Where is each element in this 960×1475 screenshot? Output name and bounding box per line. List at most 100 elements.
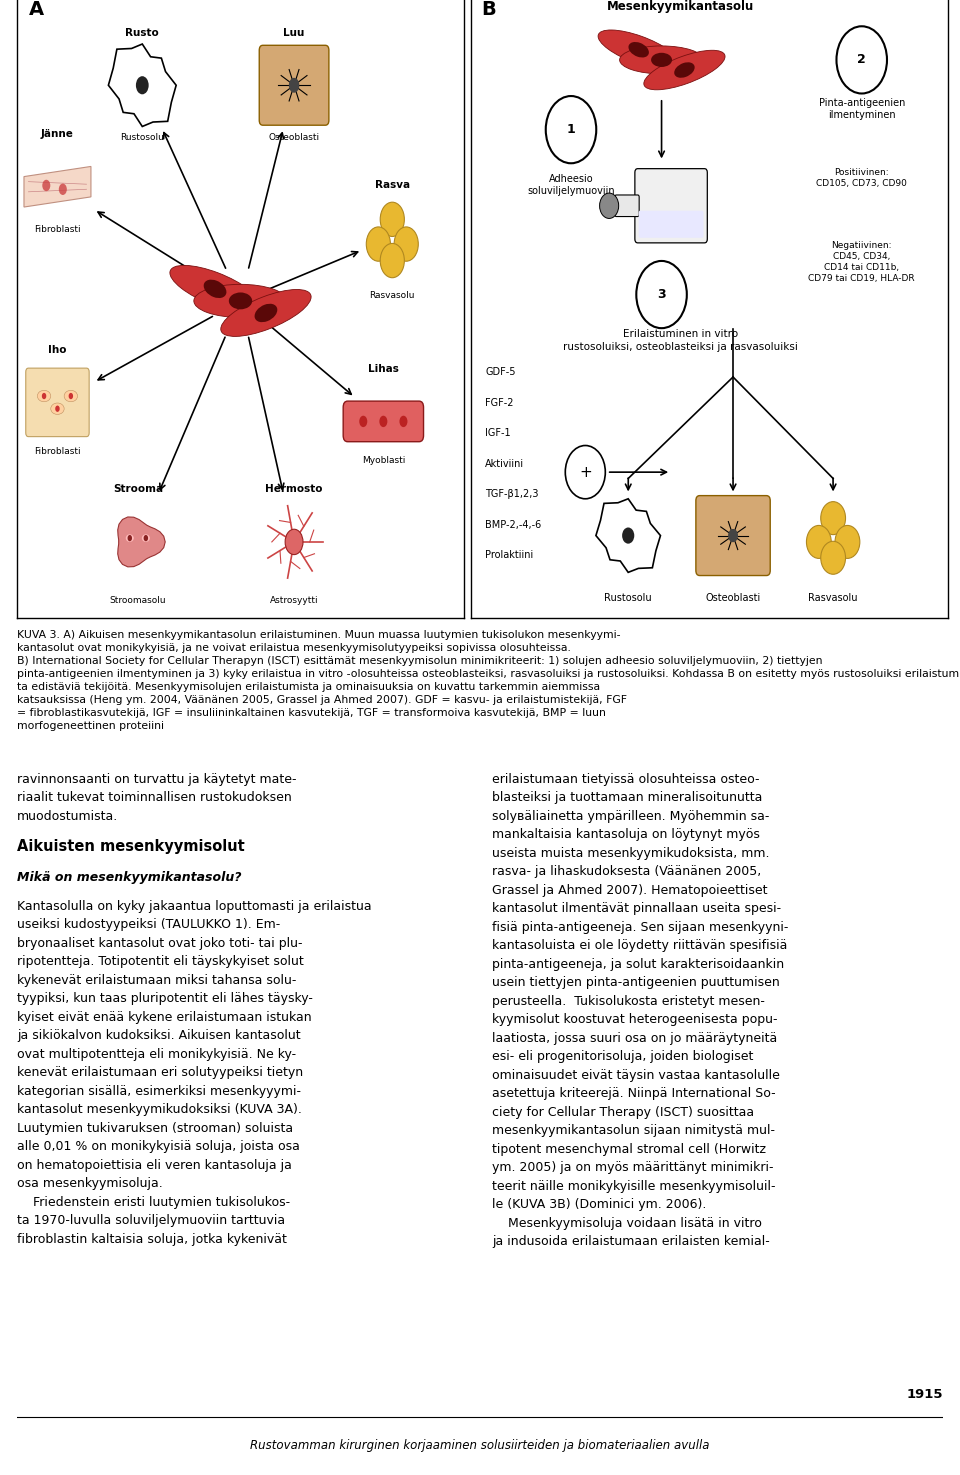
Text: Rasvasolu: Rasvasolu — [370, 292, 415, 301]
Circle shape — [136, 77, 149, 94]
Polygon shape — [596, 499, 660, 572]
Text: Erilaistuminen in vitro
rustosoluiksi, osteoblasteiksi ja rasvasoluiksi: Erilaistuminen in vitro rustosoluiksi, o… — [564, 329, 798, 353]
Text: Adheesio
soluviljelymuoviin: Adheesio soluviljelymuoviin — [527, 174, 614, 196]
Text: Mikä on mesenkyymikantasolu?: Mikä on mesenkyymikantasolu? — [17, 872, 242, 884]
Circle shape — [285, 530, 303, 555]
Text: A: A — [29, 0, 43, 19]
Ellipse shape — [228, 292, 252, 310]
Circle shape — [728, 530, 738, 543]
Ellipse shape — [629, 41, 649, 58]
Circle shape — [367, 227, 391, 261]
Text: Rusto: Rusto — [126, 28, 159, 38]
Text: Rustosolu: Rustosolu — [605, 593, 652, 603]
Circle shape — [68, 392, 73, 400]
Polygon shape — [24, 167, 91, 207]
Ellipse shape — [221, 289, 311, 336]
Text: Pinta-antigeenien
ilmentyminen: Pinta-antigeenien ilmentyminen — [819, 97, 905, 121]
Ellipse shape — [64, 391, 78, 401]
Ellipse shape — [194, 285, 287, 317]
FancyBboxPatch shape — [259, 46, 329, 125]
Circle shape — [821, 502, 846, 534]
Circle shape — [399, 416, 407, 428]
FancyBboxPatch shape — [614, 195, 639, 217]
Circle shape — [144, 535, 148, 541]
Text: FGF-2: FGF-2 — [485, 398, 514, 409]
Text: Lihas: Lihas — [368, 364, 398, 373]
Text: Osteoblasti: Osteoblasti — [269, 133, 320, 142]
Circle shape — [379, 416, 388, 428]
Text: Stroomasolu: Stroomasolu — [109, 596, 166, 605]
Text: Prolaktiini: Prolaktiini — [485, 550, 534, 560]
FancyBboxPatch shape — [635, 168, 708, 243]
Text: B: B — [481, 0, 496, 19]
Text: 2: 2 — [857, 53, 866, 66]
Text: Myoblasti: Myoblasti — [362, 456, 405, 465]
Text: 3: 3 — [658, 288, 666, 301]
Ellipse shape — [619, 46, 704, 74]
Circle shape — [395, 227, 419, 261]
Circle shape — [600, 193, 618, 218]
Ellipse shape — [126, 534, 133, 541]
Text: Aktiviini: Aktiviini — [485, 459, 524, 469]
FancyBboxPatch shape — [638, 211, 704, 237]
Text: Rasva: Rasva — [374, 180, 410, 190]
Circle shape — [289, 78, 300, 93]
Text: IGF-1: IGF-1 — [485, 428, 511, 438]
Text: Osteoblasti: Osteoblasti — [706, 593, 760, 603]
Polygon shape — [118, 516, 165, 566]
Circle shape — [565, 445, 606, 499]
Text: GDF-5: GDF-5 — [485, 367, 516, 378]
Circle shape — [821, 541, 846, 574]
Text: Rustovamman kirurginen korjaaminen solusiirteiden ja biomateriaalien avulla: Rustovamman kirurginen korjaaminen solus… — [251, 1440, 709, 1451]
Text: 1915: 1915 — [906, 1388, 943, 1401]
Circle shape — [806, 525, 831, 559]
Circle shape — [545, 96, 596, 164]
Text: erilaistumaan tietyissä olosuhteissa osteo-
blasteiksi ja tuottamaan mineralisoi: erilaistumaan tietyissä olosuhteissa ost… — [492, 773, 788, 1248]
Text: 1: 1 — [566, 122, 575, 136]
Circle shape — [59, 183, 67, 195]
FancyBboxPatch shape — [343, 401, 423, 441]
Circle shape — [42, 180, 50, 192]
Ellipse shape — [651, 53, 672, 66]
Circle shape — [42, 392, 46, 400]
Text: ravinnonsaanti on turvattu ja käytetyt mate-
riaalit tukevat toiminnallisen rust: ravinnonsaanti on turvattu ja käytetyt m… — [17, 773, 297, 823]
Circle shape — [835, 525, 860, 559]
Circle shape — [380, 202, 404, 236]
Text: Mesenkyymikantasolu: Mesenkyymikantasolu — [607, 0, 755, 13]
Ellipse shape — [674, 62, 695, 78]
Ellipse shape — [254, 304, 277, 322]
Ellipse shape — [644, 50, 725, 90]
Circle shape — [380, 243, 404, 277]
Text: TGF-β1,2,3: TGF-β1,2,3 — [485, 490, 539, 499]
Text: Hermosto: Hermosto — [265, 484, 323, 494]
Polygon shape — [108, 44, 177, 127]
Text: Aikuisten mesenkyymisolut: Aikuisten mesenkyymisolut — [17, 839, 245, 854]
Text: KUVA 3. A) Aikuisen mesenkyymikantasolun erilaistuminen. Muun muassa luutymien t: KUVA 3. A) Aikuisen mesenkyymikantasolun… — [17, 630, 960, 732]
Text: Iho: Iho — [48, 345, 66, 355]
Circle shape — [56, 406, 60, 412]
Text: Rasvasolu: Rasvasolu — [808, 593, 858, 603]
Ellipse shape — [142, 534, 150, 541]
Circle shape — [622, 528, 635, 544]
Ellipse shape — [51, 403, 64, 414]
Ellipse shape — [170, 266, 260, 313]
Text: Strooma: Strooma — [112, 484, 163, 494]
FancyBboxPatch shape — [696, 496, 770, 575]
Text: Fibroblasti: Fibroblasti — [35, 224, 81, 235]
FancyBboxPatch shape — [26, 369, 89, 437]
Circle shape — [836, 27, 887, 93]
Text: Luu: Luu — [283, 28, 304, 38]
Text: +: + — [579, 465, 591, 479]
Ellipse shape — [598, 30, 680, 69]
Text: Positiivinen:
CD105, CD73, CD90: Positiivinen: CD105, CD73, CD90 — [816, 168, 907, 187]
Text: Negatiivinen:
CD45, CD34,
CD14 tai CD11b,
CD79 tai CD19, HLA-DR: Negatiivinen: CD45, CD34, CD14 tai CD11b… — [808, 240, 915, 283]
Ellipse shape — [204, 280, 227, 298]
Circle shape — [636, 261, 686, 327]
Text: Jänne: Jänne — [41, 130, 74, 139]
Circle shape — [359, 416, 368, 428]
Text: Rustosolu: Rustosolu — [120, 133, 164, 142]
Text: Fibroblasti: Fibroblasti — [35, 447, 81, 456]
Text: Astrosyytti: Astrosyytti — [270, 596, 319, 605]
Circle shape — [128, 535, 132, 541]
Ellipse shape — [37, 391, 51, 401]
